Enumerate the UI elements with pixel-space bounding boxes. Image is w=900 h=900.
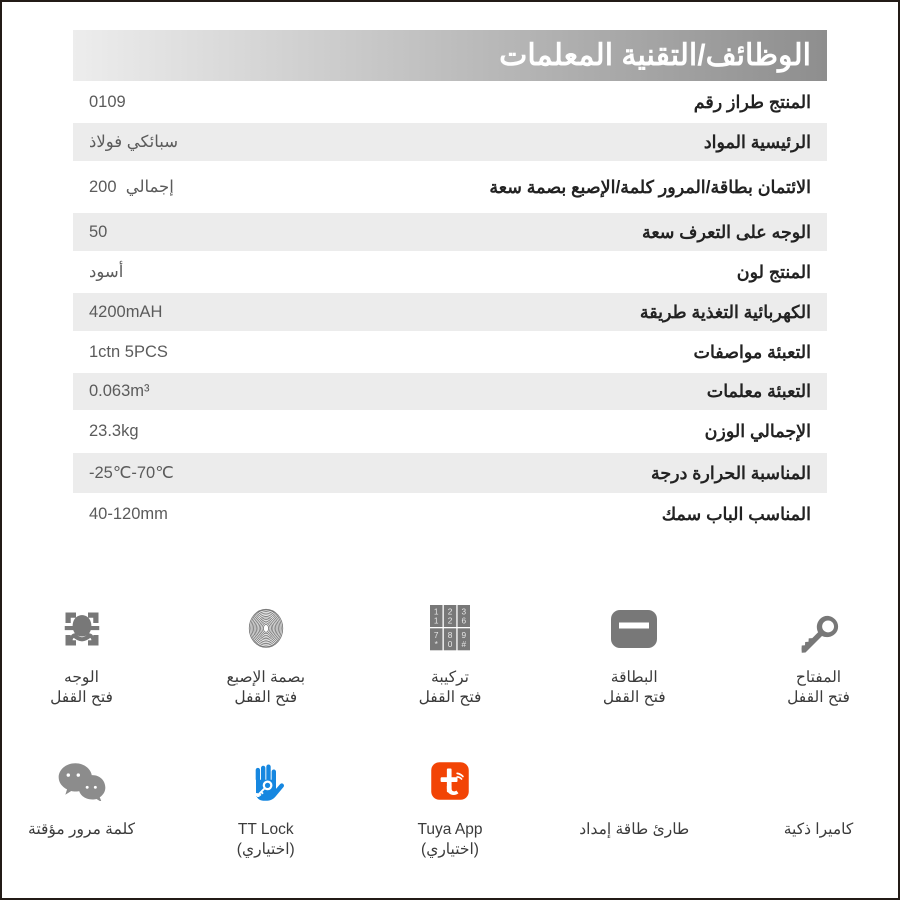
svg-text:0: 0	[448, 639, 453, 649]
svg-text:#: #	[461, 639, 466, 649]
svg-text:6: 6	[461, 616, 466, 626]
svg-text:1: 1	[434, 616, 439, 626]
svg-text:2: 2	[448, 616, 453, 626]
